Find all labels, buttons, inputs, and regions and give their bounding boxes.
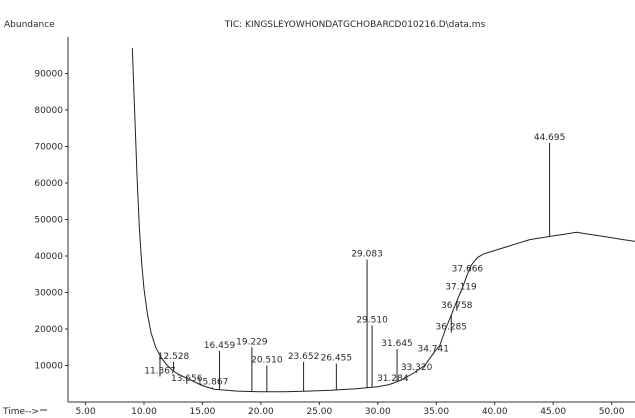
x-tick-label: 50.00: [599, 407, 625, 417]
y-tick-label: 70000: [34, 143, 63, 153]
y-tick-label: 20000: [34, 325, 63, 335]
y-tick-label: 40000: [34, 252, 63, 262]
x-ticks: 5.00 10.00 15.00 20.00 25.00 30.00 35.00 40.00 4…: [76, 402, 625, 417]
peak-label: 12.528: [158, 352, 190, 362]
peak-label: 29.510: [356, 315, 388, 325]
peak-label: 36.758: [441, 301, 473, 311]
peak-label: 11.367: [144, 366, 176, 376]
x-tick-label: 15.00: [190, 407, 216, 417]
peak-label: 29.083: [351, 250, 383, 260]
peak-label: 31.284: [377, 374, 409, 384]
x-tick-label: 35.00: [423, 407, 449, 417]
tic-baseline: [131, 47, 635, 393]
x-tick-label: 25.00: [306, 407, 332, 417]
peak-label: 31.645: [381, 339, 413, 349]
peak-label: 44.695: [534, 133, 566, 143]
y-tick-label: 90000: [34, 70, 63, 80]
x-tick-label: 40.00: [482, 407, 508, 417]
chart-title: TIC: KINGSLEYOWHONDATGCHOBARCD010216.D\d…: [224, 20, 486, 30]
peak-label: 15.867: [197, 377, 229, 387]
peak-label: 19.229: [236, 337, 268, 347]
x-axis-label: Time-->: [2, 407, 39, 417]
peak-label: 23.652: [288, 352, 320, 362]
y-ticks: 10000 20000 30000 40000 50000 60000 70000 80000…: [34, 70, 68, 372]
x-tick-label: 10.00: [131, 407, 157, 417]
y-tick-label: 60000: [34, 179, 63, 189]
y-tick-label: 30000: [34, 289, 63, 299]
y-tick-label: 50000: [34, 216, 63, 226]
x-tick-label: 30.00: [365, 407, 391, 417]
x-tick-label: 20.00: [248, 407, 274, 417]
peak-label: 34.741: [417, 345, 449, 355]
peak-label: 33.320: [401, 363, 433, 373]
peak-label: 37.666: [452, 264, 484, 274]
peak-label: 37.119: [445, 283, 477, 293]
y-tick-label: 80000: [34, 106, 63, 116]
peak-label: 13.656: [171, 374, 203, 384]
chromatogram-trace: [131, 47, 635, 393]
peak-label: 26.455: [321, 354, 353, 364]
y-axis-label: Abundance: [4, 20, 55, 30]
x-tick-label: 5.00: [76, 407, 96, 417]
peak-label: 16.459: [204, 341, 236, 351]
peak-label: 36.285: [436, 323, 468, 333]
x-tick-label: 45.00: [540, 407, 566, 417]
peak-label: 20.510: [251, 356, 283, 366]
y-tick-label: 10000: [34, 362, 63, 372]
